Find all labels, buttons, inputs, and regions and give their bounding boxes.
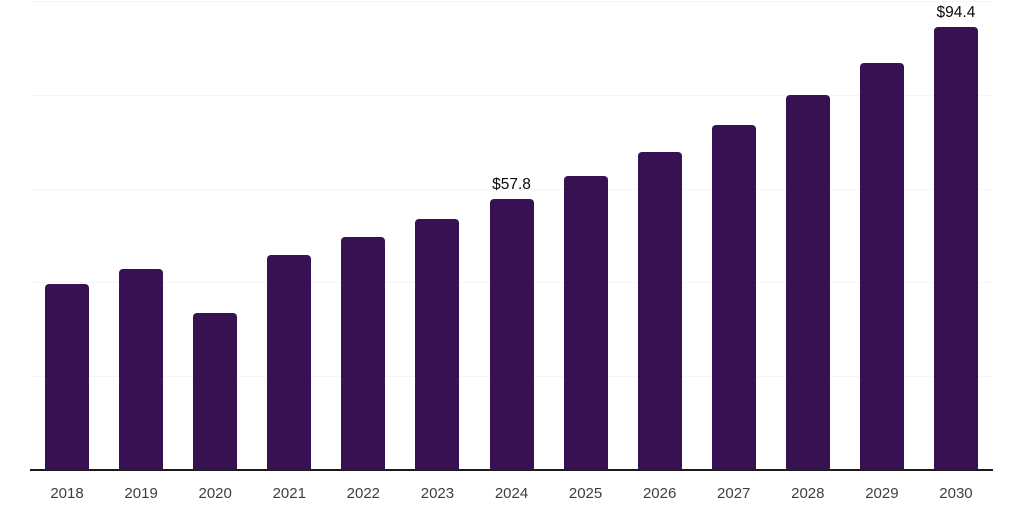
- gridline-y-100: [30, 1, 993, 2]
- x-tick-label-2027: 2027: [717, 485, 751, 502]
- x-tick-label-2025: 2025: [568, 485, 603, 502]
- gridline-y-60: [30, 188, 993, 190]
- x-tick-label-2024: 2024: [494, 485, 529, 502]
- bar-2029: [859, 62, 904, 470]
- value-label-2030: $94.4: [936, 4, 976, 22]
- x-tick-label-2030: 2030: [939, 485, 973, 502]
- bar-2023: [415, 219, 460, 470]
- bar-2025: [563, 176, 608, 470]
- x-tick-label-2019: 2019: [124, 485, 158, 502]
- x-tick-label-2023: 2023: [420, 485, 455, 502]
- bar-2027: [711, 124, 756, 470]
- x-tick-label-2028: 2028: [791, 485, 825, 502]
- x-tick-label-2026: 2026: [642, 485, 677, 502]
- gridline-y-80: [30, 94, 993, 96]
- x-tick-label-2021: 2021: [272, 485, 306, 502]
- x-tick-label-2018: 2018: [50, 485, 84, 502]
- bar-2019: [119, 268, 164, 470]
- bar-2028: [785, 95, 830, 470]
- value-label-2024: $57.8: [492, 175, 531, 193]
- x-tick-label-2029: 2029: [865, 485, 899, 502]
- bar-2024: [489, 198, 534, 470]
- bar-2021: [267, 254, 312, 470]
- x-tick-label-2020: 2020: [198, 485, 232, 502]
- x-axis-tick-labels: 2018 2019 2020 2021 2022 2023 2024 2025 2026 2027…: [30, 485, 993, 503]
- plot-area: $57.8 $94.4: [30, 1, 993, 470]
- bar-2018: [45, 283, 90, 470]
- bar-2026: [637, 151, 682, 470]
- x-tick-label-2022: 2022: [346, 485, 381, 502]
- bar-2022: [341, 237, 386, 470]
- bar-2020: [193, 312, 238, 470]
- bar-2030: [933, 27, 978, 470]
